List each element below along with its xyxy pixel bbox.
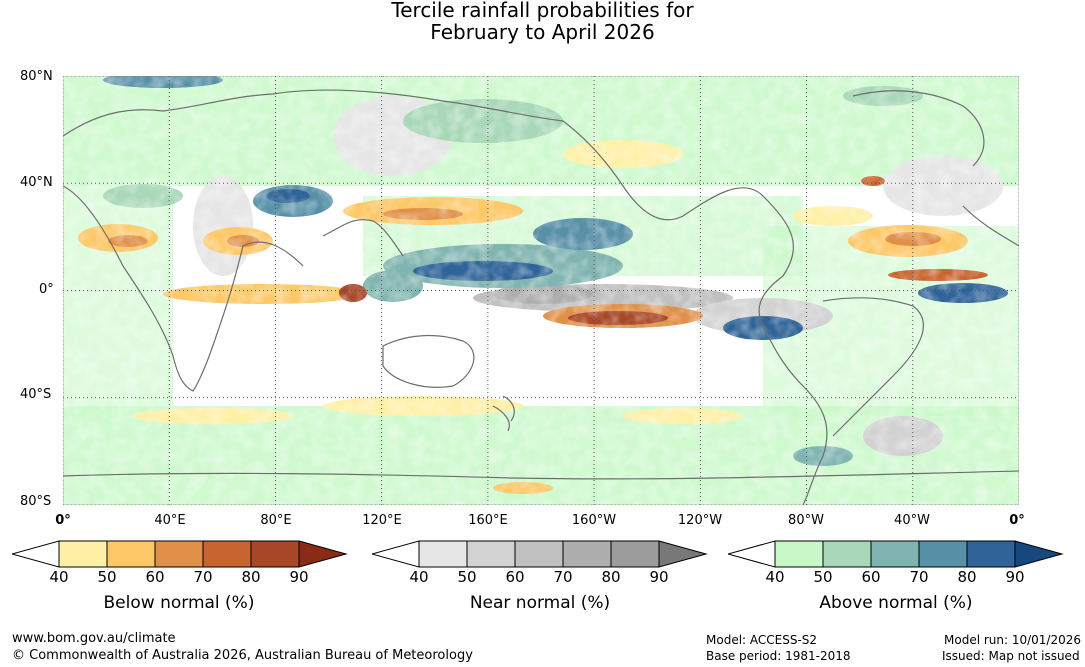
above-bin-60-70 — [870, 540, 920, 568]
above-bin-50-60 — [822, 540, 872, 568]
near-tick-90: 90 — [649, 568, 669, 586]
lat-label-40s: 40°S — [20, 387, 52, 402]
near-normal-title: Near normal (%) — [469, 593, 611, 613]
above-bin-gt90 — [1014, 540, 1064, 568]
lon-label-40e: 40°E — [154, 513, 186, 528]
above-tick-50: 50 — [813, 568, 833, 586]
coastlines — [63, 89, 1019, 505]
below-tick-90: 90 — [289, 568, 309, 586]
near-tick-40: 40 — [409, 568, 429, 586]
below-tick-80: 80 — [241, 568, 261, 586]
above-tick-60: 60 — [861, 568, 881, 586]
lon-label-80w: 80°W — [788, 513, 824, 528]
below-bin-60-70 — [154, 540, 204, 568]
probability-map — [63, 76, 1019, 505]
below-bin-lt40 — [12, 540, 60, 568]
below-tick-70: 70 — [193, 568, 213, 586]
above-tick-70: 70 — [909, 568, 929, 586]
near-bin-lt40 — [372, 540, 420, 568]
above-tick-80: 80 — [957, 568, 977, 586]
below-bin-gt90 — [298, 540, 348, 568]
above-bin-40-50 — [774, 540, 824, 568]
near-bin-gt90 — [658, 540, 708, 568]
above-tick-90: 90 — [1005, 568, 1025, 586]
lat-label-eq: 0° — [39, 282, 54, 297]
lon-label-0-left: 0° — [55, 513, 71, 528]
lon-label-40w: 40°W — [894, 513, 930, 528]
model-name: Model: ACCESS-S2 — [706, 633, 818, 647]
lon-label-120e: 120°E — [362, 513, 402, 528]
below-normal-title: Below normal (%) — [103, 593, 255, 613]
below-tick-50: 50 — [97, 568, 117, 586]
above-normal-title: Above normal (%) — [819, 593, 973, 613]
lon-label-0-right: 0° — [1009, 513, 1025, 528]
above-tick-40: 40 — [765, 568, 785, 586]
near-bin-60-70 — [514, 540, 564, 568]
near-tick-50: 50 — [457, 568, 477, 586]
lat-label-40n: 40°N — [20, 175, 53, 190]
near-tick-70: 70 — [553, 568, 573, 586]
near-tick-80: 80 — [601, 568, 621, 586]
near-normal-colorbar — [372, 540, 708, 568]
above-normal-colorbar — [728, 540, 1064, 568]
below-bin-70-80 — [202, 540, 252, 568]
lon-label-80e: 80°E — [260, 513, 292, 528]
above-bin-lt40 — [728, 540, 776, 568]
near-bin-70-80 — [562, 540, 612, 568]
map-title-line2: February to April 2026 — [430, 20, 655, 44]
above-bin-80-90 — [966, 540, 1016, 568]
map-title-line1: Tercile rainfall probabilities for — [391, 0, 694, 22]
below-bin-50-60 — [106, 540, 156, 568]
below-bin-40-50 — [58, 540, 108, 568]
issued-status: Issued: Map not issued — [942, 649, 1080, 663]
lat-label-80n: 80°N — [20, 69, 53, 84]
bom-climate-link[interactable]: www.bom.gov.au/climate — [12, 631, 176, 646]
model-run-date: Model run: 10/01/2026 — [944, 633, 1082, 647]
graticule — [63, 76, 1019, 505]
base-period: Base period: 1981-2018 — [706, 649, 851, 663]
lon-label-120w: 120°W — [677, 513, 723, 528]
lat-label-80s: 80°S — [20, 494, 52, 509]
below-normal-colorbar — [12, 540, 348, 568]
near-bin-80-90 — [610, 540, 660, 568]
near-bin-40-50 — [418, 540, 468, 568]
near-bin-50-60 — [466, 540, 516, 568]
copyright-text: © Commonwealth of Australia 2026, Austra… — [12, 648, 473, 663]
below-bin-80-90 — [250, 540, 300, 568]
lon-label-160w: 160°W — [571, 513, 617, 528]
lon-label-160e: 160°E — [468, 513, 508, 528]
below-tick-60: 60 — [145, 568, 165, 586]
above-bin-70-80 — [918, 540, 968, 568]
below-tick-40: 40 — [49, 568, 69, 586]
near-tick-60: 60 — [505, 568, 525, 586]
